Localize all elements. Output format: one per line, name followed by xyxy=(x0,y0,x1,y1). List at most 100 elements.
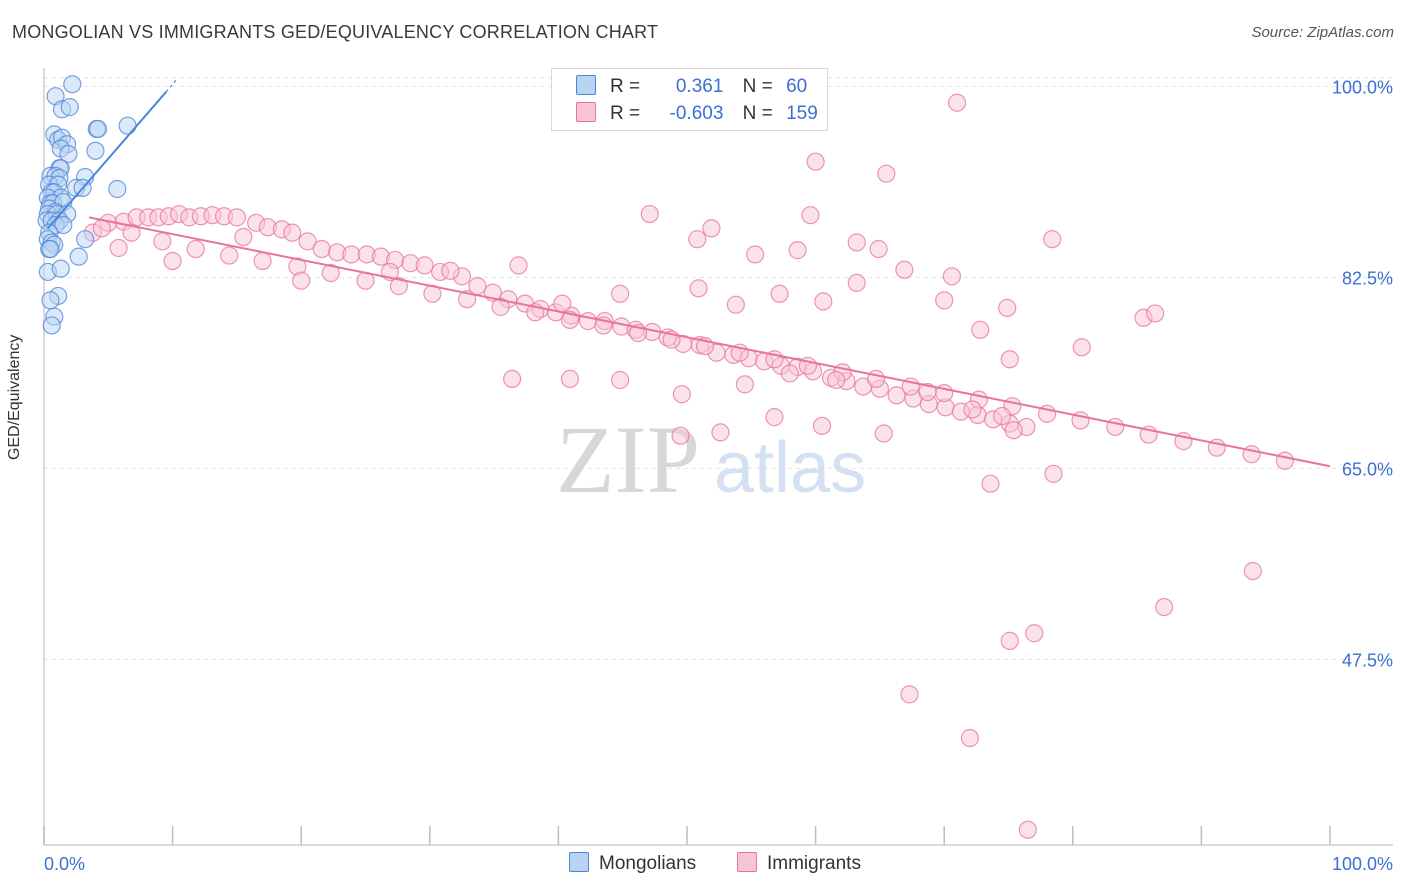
mongolians-point xyxy=(54,215,73,235)
immigrants-point xyxy=(814,292,833,311)
watermark: ZIP atlas xyxy=(556,406,866,513)
n-value: 60 xyxy=(786,76,808,97)
mongolians-point xyxy=(86,141,105,160)
immigrants-point xyxy=(900,685,919,704)
immigrants-point xyxy=(780,364,799,383)
n-value: 159 xyxy=(786,103,818,124)
immigrants-point xyxy=(321,263,340,283)
immigrants-point xyxy=(441,261,460,280)
mongolians-swatch xyxy=(576,75,596,95)
mongolians-point xyxy=(59,144,78,164)
trend-lines xyxy=(47,77,1331,468)
immigrants-point xyxy=(234,227,253,247)
immigrants-point xyxy=(163,251,182,271)
mongolians-point xyxy=(42,316,61,335)
immigrants-point xyxy=(509,256,528,275)
mongolians-point xyxy=(88,119,108,139)
immigrants-point xyxy=(971,320,990,339)
immigrants-point xyxy=(389,277,409,296)
y-tick-label: 100.0% xyxy=(1332,77,1393,97)
immigrants-point xyxy=(671,426,690,445)
mongolians-point xyxy=(118,116,137,135)
immigrants-point xyxy=(298,232,317,251)
tick-labels: 100.0% 82.5% 65.0% 47.5% 0.0% 100.0% xyxy=(44,77,1393,874)
immigrants-point xyxy=(1000,350,1019,369)
immigrants-point xyxy=(711,423,730,442)
watermark-atlas: atlas xyxy=(714,428,866,508)
immigrants-point xyxy=(947,93,967,112)
legend-immigrants-label: Immigrants xyxy=(767,853,861,874)
immigrants-swatch xyxy=(737,852,757,872)
immigrants-point xyxy=(770,284,789,303)
immigrants-point xyxy=(992,406,1012,426)
immigrants-point xyxy=(866,369,886,389)
x-tick-label: 100.0% xyxy=(1332,854,1393,874)
correlation-legend: R = 0.361 N = 60 R = -0.603 N = 159 xyxy=(551,68,828,131)
immigrants-point xyxy=(812,416,832,435)
immigrants-point xyxy=(312,239,331,259)
immigrants-point xyxy=(998,298,1017,318)
immigrants-point xyxy=(415,256,434,275)
immigrants-point xyxy=(960,728,980,748)
immigrants-swatch xyxy=(576,102,596,122)
immigrants-point xyxy=(1155,597,1174,617)
immigrants-point xyxy=(788,241,807,260)
immigrants-point xyxy=(283,223,302,242)
immigrants-point xyxy=(672,385,691,404)
immigrants-point xyxy=(827,370,846,390)
immigrants-point xyxy=(702,219,721,238)
mongolians-series xyxy=(37,75,137,335)
n-label: N = xyxy=(742,103,773,124)
immigrants-point xyxy=(342,245,361,264)
mongolians-point xyxy=(63,75,82,94)
immigrants-series xyxy=(83,93,1295,839)
immigrants-point xyxy=(1044,464,1063,483)
immigrants-point xyxy=(688,230,707,249)
immigrants-point xyxy=(847,273,866,292)
immigrants-point xyxy=(611,284,630,303)
legend-immigrants: Immigrants xyxy=(737,852,861,875)
immigrants-point xyxy=(1146,304,1165,323)
y-tick-label: 47.5% xyxy=(1342,650,1393,670)
immigrants-point xyxy=(640,204,659,224)
immigrants-point xyxy=(92,219,111,238)
immigrants-point xyxy=(942,267,962,286)
mongolians-swatch xyxy=(569,852,589,872)
mongolians-trend-line xyxy=(47,91,167,229)
immigrants-trend-line xyxy=(88,216,1331,468)
mongolians-point xyxy=(60,98,79,117)
immigrants-point xyxy=(1242,445,1261,464)
immigrants-point xyxy=(109,238,128,258)
immigrants-point xyxy=(726,295,745,314)
immigrants-point xyxy=(1243,561,1262,581)
immigrants-point xyxy=(220,246,239,265)
immigrants-point xyxy=(560,310,580,330)
immigrants-point xyxy=(1000,631,1019,650)
immigrants-point xyxy=(801,206,820,225)
mongolians-point xyxy=(41,239,60,259)
mongolians-point xyxy=(69,247,88,266)
source-label: Source: ZipAtlas.com xyxy=(1251,24,1394,41)
chart-title: MONGOLIAN VS IMMIGRANTS GED/EQUIVALENCY … xyxy=(12,22,659,42)
immigrants-point xyxy=(746,245,765,264)
immigrants-point xyxy=(765,408,784,427)
immigrants-point xyxy=(869,239,888,259)
immigrants-point xyxy=(847,233,866,252)
mongolians-point xyxy=(108,179,127,199)
immigrants-point xyxy=(689,279,708,298)
immigrants-point xyxy=(1275,451,1295,470)
y-axis-label: GED/Equivalency xyxy=(6,334,23,460)
r-label: R = xyxy=(610,76,641,97)
immigrants-point xyxy=(895,260,914,279)
y-tick-label: 65.0% xyxy=(1342,459,1393,479)
immigrants-point xyxy=(1025,624,1044,643)
immigrants-point xyxy=(491,297,510,316)
immigrants-point xyxy=(1018,820,1037,839)
immigrants-point xyxy=(963,400,982,419)
immigrants-point xyxy=(918,382,937,402)
immigrants-point xyxy=(578,311,598,331)
immigrants-point xyxy=(1043,230,1062,249)
immigrants-point xyxy=(806,152,825,171)
immigrants-point xyxy=(981,474,1000,493)
